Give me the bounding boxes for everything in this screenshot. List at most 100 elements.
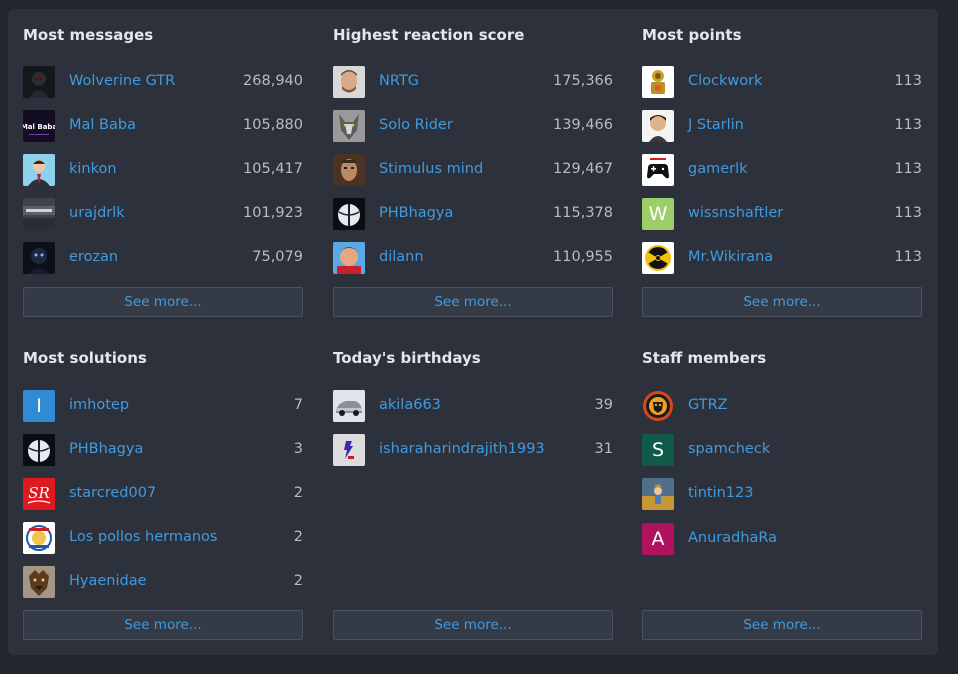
- avatar[interactable]: [642, 478, 674, 510]
- avatar[interactable]: [23, 154, 55, 186]
- avatar[interactable]: SR: [23, 478, 55, 510]
- list-item: Wolverine GTR 268,940: [23, 66, 303, 98]
- username-link[interactable]: gamerlk: [688, 161, 748, 177]
- see-more-button[interactable]: See more...: [642, 610, 922, 640]
- avatar[interactable]: A: [642, 523, 674, 555]
- username-link[interactable]: isharaharindrajith1993: [379, 441, 545, 457]
- username-link[interactable]: tintin123: [688, 485, 754, 501]
- see-more-button[interactable]: See more...: [23, 287, 303, 317]
- username-link[interactable]: Mal Baba: [69, 117, 136, 133]
- avatar-logo-text: Mal Baba: [23, 123, 55, 131]
- avatar[interactable]: [23, 522, 55, 554]
- list-item: Solo Rider 139,466: [333, 110, 613, 142]
- list-item: I imhotep 7: [23, 390, 303, 422]
- see-more-button[interactable]: See more...: [23, 610, 303, 640]
- points-count: 113: [894, 205, 922, 221]
- username-link[interactable]: Hyaenidae: [69, 573, 147, 589]
- message-count: 101,923: [243, 205, 303, 221]
- avatar[interactable]: [23, 66, 55, 98]
- avatar[interactable]: [642, 390, 674, 422]
- username-link[interactable]: Wolverine GTR: [69, 73, 176, 89]
- list-item: isharaharindrajith1993 31: [333, 434, 613, 466]
- list-item: urajdrlk 101,923: [23, 198, 303, 230]
- avatar[interactable]: [333, 390, 365, 422]
- list-item: NRTG 175,366: [333, 66, 613, 98]
- solutions-count: 2: [293, 573, 303, 589]
- reaction-score: 115,378: [553, 205, 613, 221]
- username-link[interactable]: PHBhagya: [379, 205, 454, 221]
- see-more-button[interactable]: See more...: [333, 287, 613, 317]
- message-count: 268,940: [243, 73, 303, 89]
- solutions-count: 2: [293, 529, 303, 545]
- avatar[interactable]: [23, 566, 55, 598]
- list-item: S spamcheck: [642, 434, 922, 466]
- avatar-logo-text: SR: [28, 484, 50, 502]
- username-link[interactable]: urajdrlk: [69, 205, 125, 221]
- username-link[interactable]: AnuradhaRa: [688, 530, 778, 546]
- age-value: 31: [594, 441, 613, 457]
- age-value: 39: [594, 397, 613, 413]
- username-link[interactable]: Stimulus mind: [379, 161, 484, 177]
- reaction-score: 139,466: [553, 117, 613, 133]
- see-more-button[interactable]: See more...: [642, 287, 922, 317]
- username-link[interactable]: PHBhagya: [69, 441, 144, 457]
- username-link[interactable]: Clockwork: [688, 73, 763, 89]
- username-link[interactable]: erozan: [69, 249, 119, 265]
- username-link[interactable]: Los pollos hermanos: [69, 529, 218, 545]
- solutions-count: 7: [293, 397, 303, 413]
- username-link[interactable]: NRTG: [379, 73, 419, 89]
- see-more-button[interactable]: See more...: [333, 610, 613, 640]
- list-item: J Starlin 113: [642, 110, 922, 142]
- username-link[interactable]: GTRZ: [688, 397, 728, 413]
- message-count: 75,079: [252, 249, 303, 265]
- avatar[interactable]: [333, 154, 365, 186]
- list-item: Clockwork 113: [642, 66, 922, 98]
- username-link[interactable]: spamcheck: [688, 441, 771, 457]
- avatar-letter: A: [651, 528, 665, 550]
- list-item: SR starcred007 2: [23, 478, 303, 510]
- username-link[interactable]: J Starlin: [688, 117, 744, 133]
- avatar[interactable]: [333, 242, 365, 274]
- avatar[interactable]: [333, 110, 365, 142]
- points-count: 113: [894, 117, 922, 133]
- avatar[interactable]: [23, 242, 55, 274]
- avatar[interactable]: S: [642, 434, 674, 466]
- points-count: 113: [894, 161, 922, 177]
- username-link[interactable]: akila663: [379, 397, 441, 413]
- avatar[interactable]: [333, 434, 365, 466]
- avatar[interactable]: [333, 198, 365, 230]
- points-count: 113: [894, 249, 922, 265]
- avatar-letter: I: [36, 395, 42, 417]
- avatar[interactable]: [642, 66, 674, 98]
- message-count: 105,880: [243, 117, 303, 133]
- avatar[interactable]: [23, 434, 55, 466]
- avatar[interactable]: [642, 110, 674, 142]
- avatar[interactable]: [333, 66, 365, 98]
- reaction-score: 129,467: [553, 161, 613, 177]
- list-item: Hyaenidae 2: [23, 566, 303, 598]
- avatar[interactable]: [642, 154, 674, 186]
- username-link[interactable]: imhotep: [69, 397, 130, 413]
- list-item: PHBhagya 115,378: [333, 198, 613, 230]
- avatar[interactable]: [23, 198, 55, 230]
- block-title: Most messages: [23, 26, 154, 44]
- avatar[interactable]: Mal Baba: [23, 110, 55, 142]
- block-title: Staff members: [642, 349, 767, 367]
- username-link[interactable]: kinkon: [69, 161, 117, 177]
- list-item: Mr.Wikirana 113: [642, 242, 922, 274]
- block-title: Most points: [642, 26, 742, 44]
- message-count: 105,417: [243, 161, 303, 177]
- avatar-letter: S: [651, 439, 665, 461]
- points-count: 113: [894, 73, 922, 89]
- list-item: erozan 75,079: [23, 242, 303, 274]
- username-link[interactable]: wissnshaftler: [688, 205, 784, 221]
- username-link[interactable]: Solo Rider: [379, 117, 453, 133]
- username-link[interactable]: starcred007: [69, 485, 157, 501]
- avatar[interactable]: I: [23, 390, 55, 422]
- list-item: dilann 110,955: [333, 242, 613, 274]
- avatar[interactable]: W: [642, 198, 674, 230]
- avatar[interactable]: [642, 242, 674, 274]
- username-link[interactable]: Mr.Wikirana: [688, 249, 774, 265]
- solutions-count: 2: [293, 485, 303, 501]
- username-link[interactable]: dilann: [379, 249, 424, 265]
